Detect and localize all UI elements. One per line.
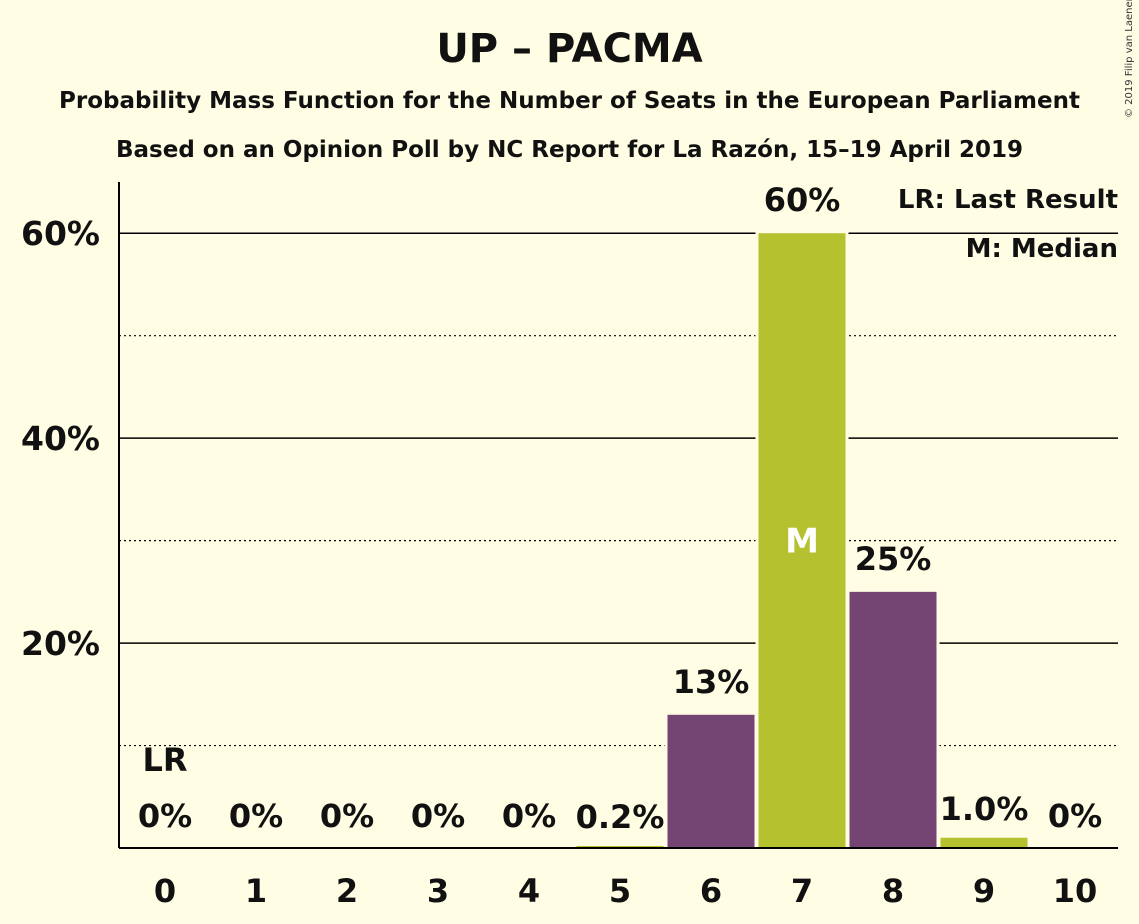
value-label: 0.2%: [576, 798, 665, 836]
median-marker: M: [785, 522, 819, 562]
value-label: 25%: [855, 540, 932, 578]
value-labels: 0% 0 0% 1 0% 2 0% 3 0% 4 0.2% 5 13% 6 60% 7 25% 8 1.0% 9 0% 1…: [138, 181, 1102, 910]
value-label: 0%: [229, 797, 283, 835]
x-tick-label: 0: [154, 872, 176, 910]
x-tick-label: 5: [609, 872, 631, 910]
chart-title: UP – PACMA: [436, 26, 703, 72]
x-tick-label: 3: [427, 872, 449, 910]
x-tick-label: 4: [518, 872, 540, 910]
chart-subtitle: Probability Mass Function for the Number…: [59, 88, 1080, 114]
bar-seat-9: [940, 837, 1028, 848]
x-tick-label: 10: [1053, 872, 1098, 910]
x-tick-label: 1: [245, 872, 267, 910]
bars: [573, 230, 1031, 848]
chart-source: Based on an Opinion Poll by NC Report fo…: [116, 137, 1023, 163]
y-tick-label: 20%: [21, 624, 100, 663]
axes: [118, 182, 1118, 849]
value-label: 0%: [320, 797, 374, 835]
value-label: 1.0%: [940, 790, 1029, 828]
bar-seat-7: [758, 233, 846, 848]
legend-last-result: LR: Last Result: [898, 185, 1118, 215]
x-tick-label: 6: [700, 872, 722, 910]
bar-seat-8: [849, 591, 937, 848]
value-label: 0%: [1048, 797, 1102, 835]
bar-seat-6: [667, 714, 755, 848]
x-tick-label: 9: [973, 872, 995, 910]
value-label: 0%: [411, 797, 465, 835]
legend-median: M: Median: [966, 234, 1118, 264]
gridlines: 20% 40% 60%: [21, 214, 1118, 747]
x-tick-label: 8: [882, 872, 904, 910]
last-result-marker: LR: [142, 741, 187, 779]
y-tick-label: 40%: [21, 419, 100, 458]
value-label: 13%: [673, 663, 750, 701]
x-tick-label: 2: [336, 872, 358, 910]
y-tick-label: 60%: [21, 214, 100, 253]
value-label: 0%: [502, 797, 556, 835]
bar-gap: [573, 842, 667, 848]
value-label: 0%: [138, 797, 192, 835]
x-tick-label: 7: [791, 872, 813, 910]
bar-seat-5: [576, 845, 664, 848]
value-label: 60%: [764, 181, 841, 219]
